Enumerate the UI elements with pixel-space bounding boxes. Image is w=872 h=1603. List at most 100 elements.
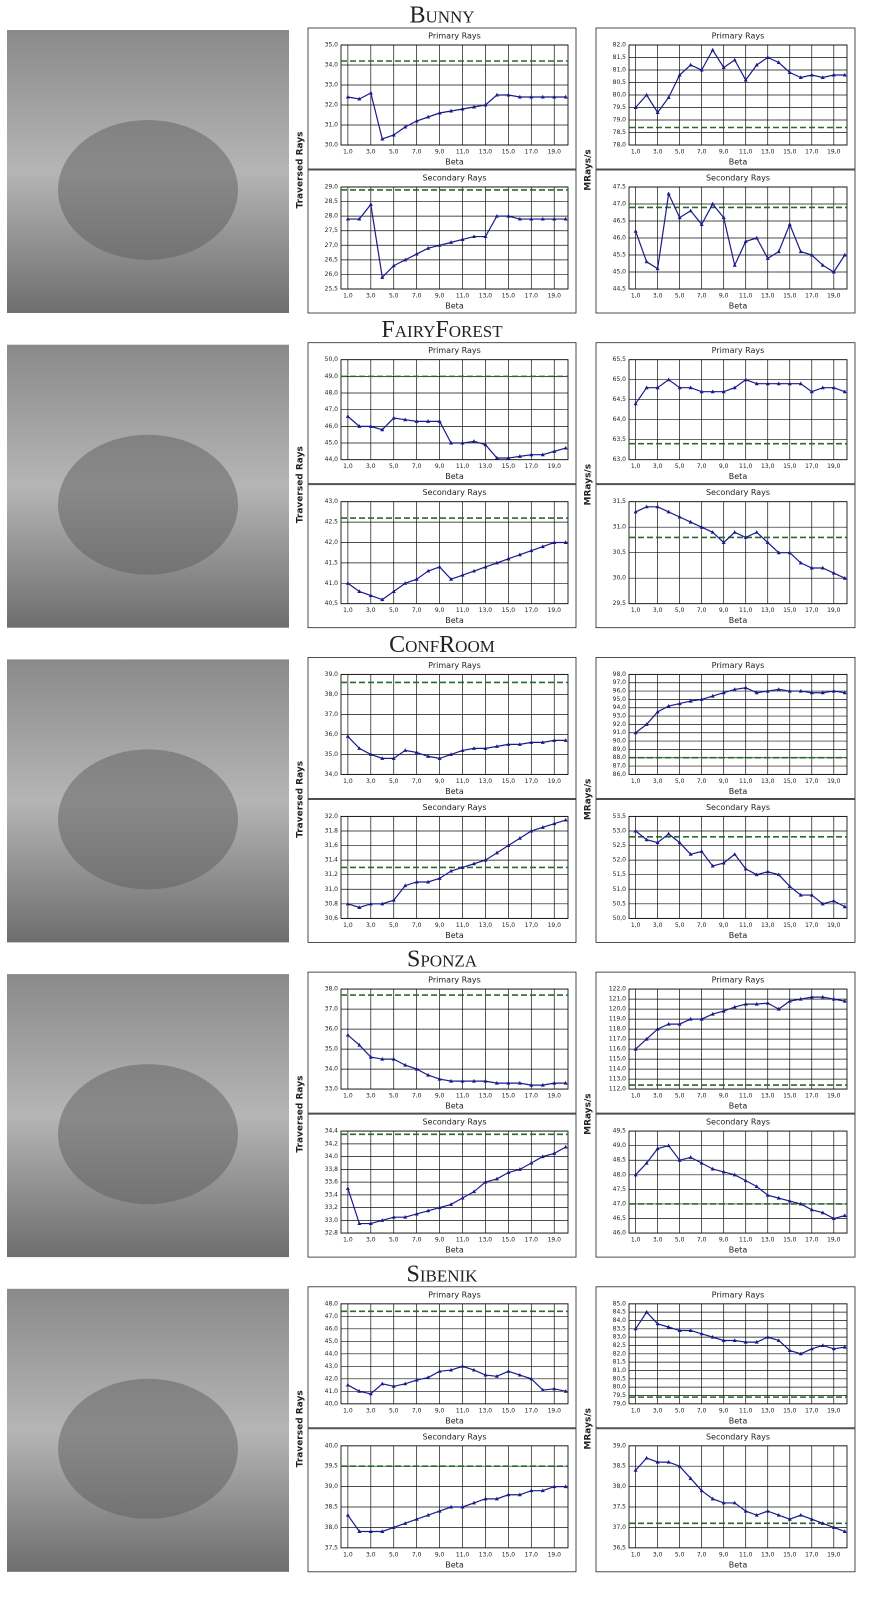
x-tick-label: 19,0	[827, 1551, 841, 1558]
chart-title: Secondary Rays	[706, 488, 770, 497]
x-tick-label: 3,0	[366, 463, 376, 470]
x-tick-label: 11,0	[456, 463, 470, 470]
x-axis-label: Beta	[445, 1102, 464, 1111]
y-tick-label: 30,8	[325, 900, 339, 907]
x-tick-label: 15,0	[783, 1093, 797, 1100]
x-tick-label: 19,0	[827, 149, 841, 156]
y-tick-label: 40,0	[325, 1442, 339, 1449]
scene-title: Bunny	[409, 3, 474, 29]
x-axis-label: Beta	[445, 616, 464, 625]
x-tick-label: 3,0	[653, 149, 663, 156]
x-tick-label: 11,0	[456, 1093, 470, 1100]
y-tick-label: 33,6	[325, 1179, 339, 1186]
x-tick-label: 11,0	[739, 1407, 753, 1414]
y-tick-label: 38,5	[613, 1463, 627, 1470]
x-tick-label: 9,0	[719, 1093, 729, 1100]
y-tick-label: 47,0	[613, 1200, 627, 1207]
x-tick-label: 15,0	[783, 778, 797, 785]
y-tick-label: 121,0	[609, 996, 626, 1003]
x-tick-label: 17,0	[805, 1551, 819, 1558]
data-point	[564, 446, 568, 450]
page: BunnyTraversed RaysMRays/sFairyForestTra…	[0, 0, 872, 1599]
x-tick-label: 19,0	[548, 778, 562, 785]
data-point	[346, 581, 350, 585]
y-tick-label: 31,0	[325, 122, 339, 129]
figure: BunnyTraversed RaysMRays/sFairyForestTra…	[0, 0, 872, 1599]
x-tick-label: 9,0	[435, 1551, 445, 1558]
y-tick-label: 30,0	[325, 142, 339, 149]
plot-area	[629, 360, 847, 460]
x-tick-label: 17,0	[805, 149, 819, 156]
y-tick-label: 112,0	[609, 1086, 626, 1093]
x-tick-label: 7,0	[412, 607, 422, 614]
y-tick-label: 38,0	[325, 986, 339, 993]
y-tick-label: 31,2	[325, 871, 339, 878]
x-tick-label: 15,0	[783, 607, 797, 614]
data-point	[755, 530, 759, 534]
x-tick-label: 9,0	[719, 778, 729, 785]
x-tick-label: 13,0	[479, 1093, 493, 1100]
data-point	[711, 48, 715, 52]
scene-image-shape	[58, 1064, 238, 1204]
x-tick-label: 17,0	[805, 607, 819, 614]
y-axis-label: Traversed Rays	[296, 761, 306, 838]
x-tick-label: 9,0	[435, 1237, 445, 1244]
y-tick-label: 48,0	[325, 1300, 339, 1307]
x-tick-label: 19,0	[548, 293, 562, 300]
data-point	[645, 260, 649, 264]
x-tick-label: 5,0	[389, 1407, 399, 1414]
y-tick-label: 85,0	[613, 1300, 627, 1307]
y-tick-label: 38,0	[325, 691, 339, 698]
x-tick-label: 5,0	[675, 463, 685, 470]
x-tick-label: 17,0	[525, 293, 539, 300]
x-tick-label: 17,0	[525, 1237, 539, 1244]
x-tick-label: 19,0	[827, 1407, 841, 1414]
x-tick-label: 5,0	[389, 607, 399, 614]
chart-title: Primary Rays	[428, 32, 481, 41]
y-tick-label: 80,0	[613, 1384, 627, 1391]
data-point	[689, 209, 693, 213]
data-line	[636, 1146, 845, 1219]
y-tick-label: 42,0	[325, 539, 339, 546]
y-tick-label: 46,0	[325, 1325, 339, 1332]
y-tick-label: 27,0	[325, 242, 339, 249]
x-tick-label: 5,0	[389, 1551, 399, 1558]
x-tick-label: 19,0	[548, 1093, 562, 1100]
y-tick-label: 46,5	[613, 1215, 627, 1222]
x-tick-label: 1,0	[343, 463, 353, 470]
data-point	[799, 249, 803, 253]
y-tick-label: 40,0	[325, 1400, 339, 1407]
chart-title: Secondary Rays	[706, 1432, 770, 1441]
x-tick-label: 7,0	[697, 607, 707, 614]
y-tick-label: 32,8	[325, 1230, 339, 1237]
x-tick-label: 5,0	[675, 607, 685, 614]
x-tick-label: 19,0	[827, 922, 841, 929]
x-tick-label: 9,0	[435, 778, 445, 785]
x-tick-label: 7,0	[697, 293, 707, 300]
y-tick-label: 47,5	[613, 1186, 627, 1193]
y-tick-label: 38,5	[325, 1504, 339, 1511]
x-tick-label: 17,0	[525, 778, 539, 785]
x-tick-label: 19,0	[548, 1237, 562, 1244]
x-tick-label: 19,0	[827, 1093, 841, 1100]
x-tick-label: 1,0	[343, 1093, 353, 1100]
x-tick-label: 13,0	[479, 293, 493, 300]
x-tick-label: 5,0	[675, 1237, 685, 1244]
y-tick-label: 31,8	[325, 827, 339, 834]
x-axis-label: Beta	[729, 302, 748, 311]
y-tick-label: 39,0	[613, 1442, 627, 1449]
x-tick-label: 1,0	[631, 922, 641, 929]
plot-area	[629, 1131, 847, 1233]
x-tick-label: 3,0	[366, 1093, 376, 1100]
y-tick-label: 95,0	[613, 696, 627, 703]
x-axis-label: Beta	[445, 931, 464, 940]
x-tick-label: 3,0	[653, 463, 663, 470]
x-tick-label: 11,0	[456, 607, 470, 614]
y-tick-label: 45,5	[613, 252, 627, 259]
chart-title: Primary Rays	[712, 661, 765, 670]
y-tick-label: 83,5	[613, 1325, 627, 1332]
plot-area	[629, 816, 847, 918]
x-axis-label: Beta	[729, 1416, 748, 1425]
x-axis-label: Beta	[445, 302, 464, 311]
x-tick-label: 11,0	[456, 1551, 470, 1558]
